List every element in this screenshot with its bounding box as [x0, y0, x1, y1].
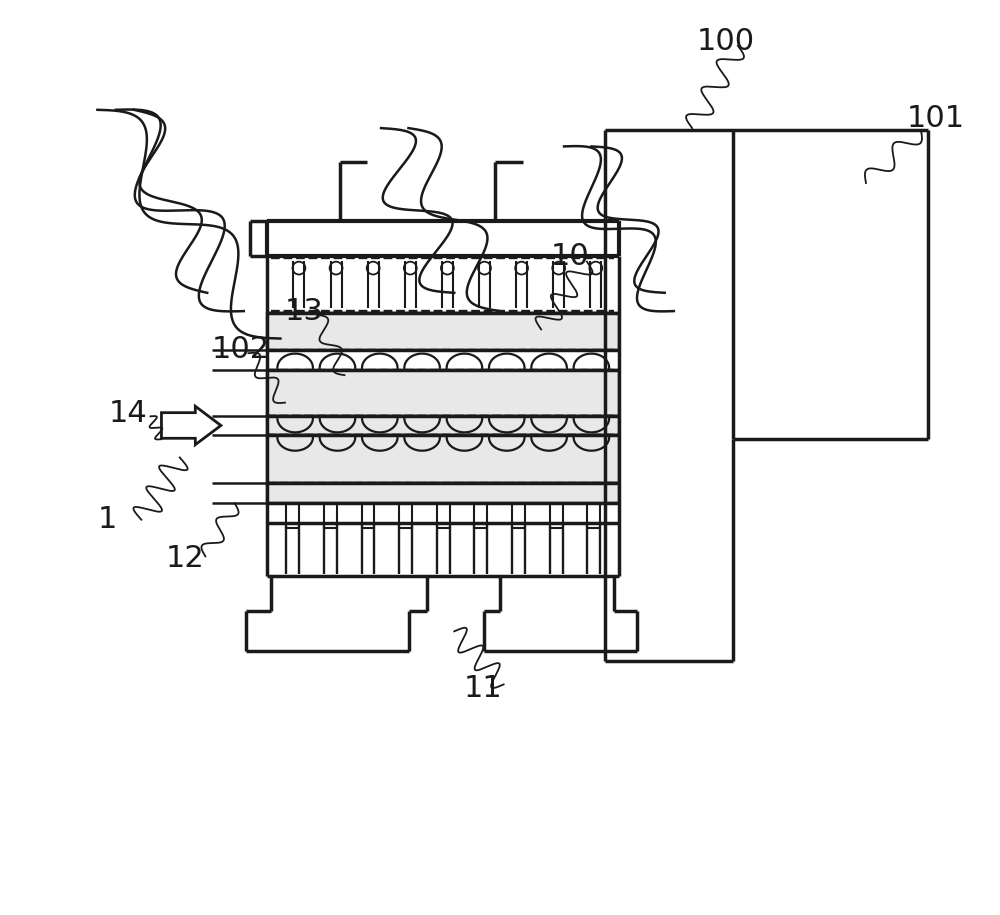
- Bar: [267, 483, 619, 503]
- Text: 101: 101: [907, 104, 965, 134]
- Text: 14: 14: [108, 399, 147, 428]
- Bar: [267, 370, 619, 416]
- Bar: [267, 313, 619, 350]
- Text: 12: 12: [166, 544, 205, 573]
- Bar: [267, 435, 619, 483]
- Text: 102: 102: [212, 335, 270, 364]
- Text: 1: 1: [97, 505, 117, 534]
- Text: 13: 13: [285, 296, 324, 326]
- FancyArrow shape: [161, 406, 221, 445]
- Text: 10: 10: [550, 242, 589, 271]
- Text: 11: 11: [463, 673, 502, 703]
- Bar: [267, 416, 619, 435]
- Text: 100: 100: [697, 27, 755, 56]
